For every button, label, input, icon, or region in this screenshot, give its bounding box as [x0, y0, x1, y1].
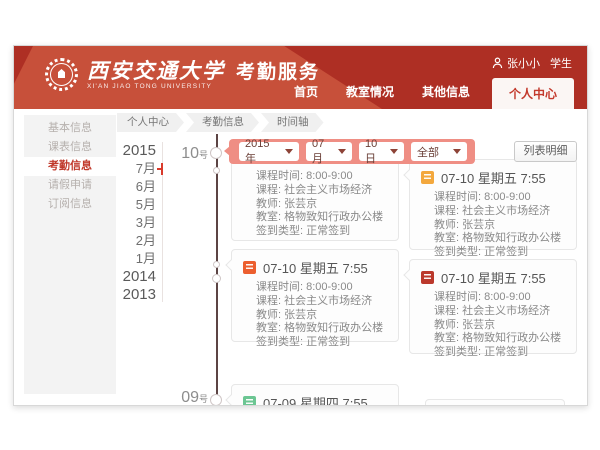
axis-month-5[interactable]: 5月 — [135, 197, 156, 212]
axis-year-2014[interactable]: 2014 — [122, 268, 156, 285]
breadcrumb-personal-center[interactable]: 个人中心 — [117, 113, 184, 132]
axis-month-7[interactable]: 7月 — [135, 161, 156, 176]
nav-other-info[interactable]: 其他信息 — [421, 85, 470, 99]
card-row: 课程时间: 8:00-9:00 — [256, 281, 353, 293]
breadcrumb-timeline[interactable]: 时间轴 — [261, 113, 324, 132]
card-row: 教室: 格物致知行政办公楼 — [256, 211, 384, 224]
sidebar-item-schedule-info[interactable]: 课表信息 — [48, 141, 92, 153]
axis-month-6[interactable]: 6月 — [135, 179, 156, 194]
card-row: 签到类型: 正常签到 — [434, 346, 529, 359]
timeline-node — [213, 261, 220, 268]
card-row: 教室: 格物致知行政办公楼 — [434, 232, 562, 245]
sidebar-item-basic-info[interactable]: 基本信息 — [48, 122, 92, 134]
attendance-type-icon — [243, 396, 256, 405]
sidebar-item-leave-request[interactable]: 请假申请 — [48, 179, 92, 191]
attendance-card[interactable]: 07-09 星期四 7:55 — [225, 384, 399, 406]
chevron-down-icon — [453, 149, 461, 154]
app-title: 考勤服务 — [236, 62, 321, 83]
app-window: 西安交通大学 XI'AN JIAO TONG UNIVERSITY 考勤服务 张… — [13, 45, 588, 406]
card-row: 课程: 社会主义市场经济 — [434, 304, 551, 317]
breadcrumb-attendance-info[interactable]: 考勤信息 — [186, 113, 259, 132]
axis-month-1[interactable]: 1月 — [135, 251, 156, 266]
card-row: 课程: 社会主义市场经济 — [256, 294, 373, 307]
axis-month-3[interactable]: 3月 — [135, 215, 156, 230]
university-name: 西安交通大学 XI'AN JIAO TONG UNIVERSITY — [87, 57, 225, 90]
card-title: 07-09 星期四 7:55 — [263, 396, 368, 406]
attendance-type-icon — [421, 271, 434, 284]
card-row: 课程: 社会主义市场经济 — [256, 183, 373, 196]
timeline-node — [213, 167, 220, 174]
timeline-node — [212, 274, 221, 283]
sidebar-item-subscription-info[interactable]: 订阅信息 — [48, 198, 92, 210]
brand: 西安交通大学 XI'AN JIAO TONG UNIVERSITY 考勤服务 — [45, 57, 320, 92]
person-icon — [492, 57, 503, 69]
card-row: 签到类型: 正常签到 — [256, 336, 351, 349]
nav-classrooms[interactable]: 教室情况 — [345, 85, 394, 99]
year-dropdown[interactable]: 2015年 — [239, 138, 299, 165]
sidebar-item-attendance-info[interactable]: 考勤信息 — [24, 157, 116, 176]
user-info[interactable]: 张小小 学生 — [492, 55, 572, 71]
nav-home[interactable]: 首页 — [293, 85, 318, 99]
attendance-card[interactable] — [425, 399, 565, 405]
chevron-down-icon — [285, 149, 293, 154]
attendance-type-icon — [243, 261, 256, 274]
university-name-cn: 西安交通大学 — [87, 57, 225, 83]
filter-bubble: 2015年 07月 10日 全部 — [224, 138, 475, 165]
main-nav: 首页 教室情况 其他信息 个人中心 — [280, 78, 574, 109]
chevron-down-icon — [390, 149, 398, 154]
timeline-spine — [216, 134, 218, 405]
axis-year-2015[interactable]: 2015 — [122, 142, 156, 159]
attendance-card[interactable]: 07-10 星期五 7:55 课程时间: 8:00-9:00 课程: 社会主义市… — [403, 259, 577, 358]
attendance-card[interactable]: 07-10 星期五 7:55 课程时间: 8:00-9:00 课程: 社会主义市… — [403, 159, 577, 258]
day-label-09: 09号 — [181, 389, 208, 406]
university-logo-icon — [45, 58, 78, 91]
sidebar: 基本信息 课表信息 考勤信息 请假申请 订阅信息 — [24, 115, 116, 394]
university-name-en: XI'AN JIAO TONG UNIVERSITY — [87, 82, 213, 90]
timeline-axis: 2015 7月 6月 5月 3月 2月 1月 2014 2013 — [74, 142, 156, 304]
user-name: 张小小 — [507, 58, 540, 70]
card-title: 07-10 星期五 7:55 — [263, 261, 368, 276]
card-title: 07-10 星期五 7:55 — [441, 171, 546, 186]
day-dropdown[interactable]: 10日 — [359, 138, 404, 165]
timeline-node — [210, 394, 222, 405]
user-role: 学生 — [550, 58, 572, 70]
card-row: 教室: 格物致知行政办公楼 — [256, 322, 384, 335]
month-dropdown[interactable]: 07月 — [306, 138, 352, 165]
chevron-down-icon — [338, 149, 346, 154]
card-title: 07-10 星期五 7:55 — [441, 271, 546, 286]
card-row: 课程: 社会主义市场经济 — [434, 204, 551, 217]
list-detail-button[interactable]: 列表明细 — [514, 141, 577, 162]
card-row: 教室: 格物致知行政办公楼 — [434, 332, 562, 345]
attendance-card[interactable]: 课程时间: 8:00-9:00 课程: 社会主义市场经济 教师: 张芸京 教室:… — [231, 151, 399, 241]
current-month-marker — [157, 163, 163, 175]
card-row: 课程时间: 8:00-9:00 — [434, 291, 531, 303]
axis-divider-line — [162, 142, 163, 302]
day-label-10: 10号 — [181, 145, 208, 162]
attendance-card[interactable]: 07-10 星期五 7:55 课程时间: 8:00-9:00 课程: 社会主义市… — [225, 249, 399, 348]
card-row: 课程时间: 8:00-9:00 — [434, 191, 531, 203]
app-header: 西安交通大学 XI'AN JIAO TONG UNIVERSITY 考勤服务 张… — [14, 46, 587, 109]
nav-personal-center[interactable]: 个人中心 — [491, 78, 574, 109]
card-row: 签到类型: 正常签到 — [434, 246, 529, 259]
card-row: 教师: 张芸京 — [434, 218, 496, 231]
card-row: 签到类型: 正常签到 — [256, 225, 351, 238]
breadcrumb: 个人中心 考勤信息 时间轴 — [117, 113, 326, 132]
attendance-type-icon — [421, 171, 434, 184]
axis-year-2013[interactable]: 2013 — [122, 286, 156, 303]
card-row: 教师: 张芸京 — [434, 318, 496, 331]
type-dropdown[interactable]: 全部 — [411, 142, 467, 161]
card-row: 教师: 张芸京 — [256, 308, 318, 321]
axis-month-2[interactable]: 2月 — [135, 233, 156, 248]
card-row: 课程时间: 8:00-9:00 — [256, 170, 353, 182]
card-row: 教师: 张芸京 — [256, 197, 318, 210]
timeline-node — [210, 147, 222, 159]
